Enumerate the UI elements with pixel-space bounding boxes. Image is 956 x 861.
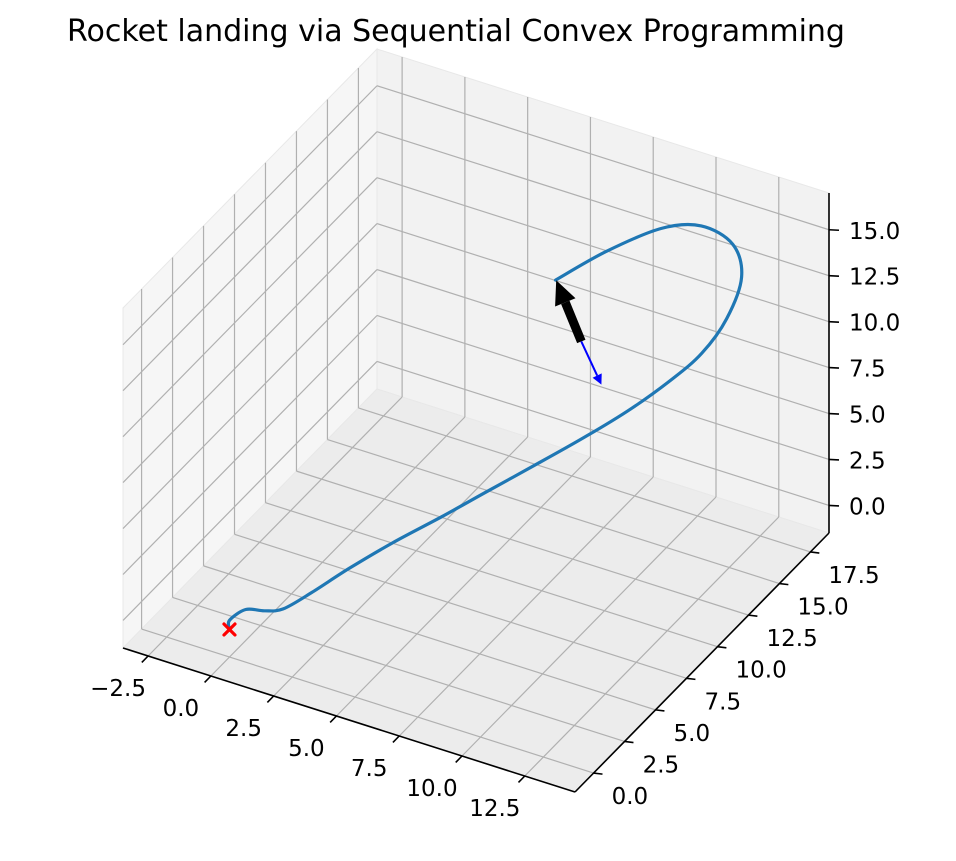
z-tick-label: 5.0 — [849, 403, 886, 429]
grid-line-z — [122, 315, 378, 575]
y-tick-mark — [655, 709, 665, 712]
y-tick-mark — [717, 645, 727, 649]
x-axis-line — [122, 647, 576, 793]
y-tick-mark — [810, 551, 820, 554]
y-axis-line — [574, 532, 830, 793]
grid-line-z — [122, 223, 378, 484]
grid-line-z — [376, 85, 830, 231]
grid-line-z — [376, 131, 830, 277]
z-tick-mark — [828, 366, 840, 369]
grid-line-y — [296, 470, 749, 616]
grid-line-x — [147, 396, 403, 657]
x-tick-mark — [266, 695, 275, 704]
grid-line-x — [273, 436, 529, 697]
grid-line-y — [203, 565, 656, 711]
x-tick-mark — [329, 715, 338, 724]
attitude-arrow-shaft — [580, 341, 599, 376]
grid-line-z — [122, 361, 378, 621]
y-tick-label: 15.0 — [797, 595, 848, 621]
grid-line-y — [327, 438, 780, 585]
z-tick-label: 12.5 — [849, 265, 900, 291]
x-tick-mark — [455, 755, 463, 764]
grid-line-z — [122, 177, 378, 438]
grid-line-y — [141, 628, 594, 774]
trajectory-line — [226, 222, 744, 632]
z-tick-mark — [828, 458, 840, 461]
x-tick-label: 12.5 — [469, 796, 520, 822]
grid-line-z — [376, 223, 830, 369]
grid-line-z — [376, 268, 830, 415]
z-tick-mark — [828, 504, 840, 507]
trajectory-series — [226, 222, 744, 632]
z-tick-label: 15.0 — [849, 219, 900, 245]
x-tick-label: −2.5 — [90, 676, 146, 702]
x-tick-mark — [204, 675, 212, 684]
y-tick-label: 0.0 — [612, 784, 649, 810]
y-tick-label: 7.5 — [705, 689, 742, 715]
vector-annotations — [222, 280, 602, 637]
z-tick-label: 10.0 — [849, 311, 900, 337]
thrust-arrow-head — [555, 280, 576, 307]
grid-line-z — [122, 85, 378, 346]
grid-line-y — [172, 596, 625, 743]
grid-line-y — [265, 502, 718, 648]
x-tick-mark — [392, 735, 400, 744]
y-tick-label: 12.5 — [767, 626, 818, 652]
landing-marker-stroke — [222, 622, 237, 637]
y-tick-label: 5.0 — [674, 721, 711, 747]
chart-title: Rocket landing via Sequential Convex Pro… — [67, 14, 845, 49]
landing-marker — [222, 622, 237, 637]
attitude-arrow — [580, 341, 602, 385]
grid-line-z — [122, 269, 378, 529]
x-tick-mark — [517, 775, 526, 784]
z-tick-mark — [828, 320, 840, 323]
y-tick-mark — [624, 740, 634, 744]
z-tick-mark — [828, 228, 840, 232]
thrust-arrow — [555, 280, 586, 344]
x-tick-mark — [141, 655, 149, 664]
z-tick-mark — [828, 412, 840, 415]
y-tick-label: 17.5 — [828, 563, 879, 589]
z-tick-label: 0.0 — [849, 494, 886, 520]
x-tick-label: 5.0 — [288, 736, 325, 762]
thrust-arrow-shaft — [561, 300, 586, 344]
grid-line-x — [524, 516, 780, 777]
z-tick-mark — [828, 274, 840, 278]
grid-line-z — [376, 360, 830, 507]
y-tick-mark — [748, 614, 758, 617]
attitude-arrow-head — [592, 373, 602, 385]
x-tick-label: 10.0 — [406, 776, 457, 802]
grid-line-x — [398, 476, 654, 737]
grid-line-y — [358, 407, 811, 553]
grid-lines — [122, 57, 830, 777]
grid-line-z — [376, 314, 830, 461]
grid-line-z — [122, 131, 378, 392]
x-tick-label: 0.0 — [163, 696, 200, 722]
grid-line-x — [461, 496, 717, 757]
grid-line-x — [210, 416, 466, 677]
grid-line-x — [336, 456, 591, 717]
y-tick-mark — [593, 772, 603, 775]
axis-lines — [122, 193, 840, 793]
z-tick-label: 7.5 — [849, 357, 886, 383]
x-tick-label: 7.5 — [351, 756, 388, 782]
y-tick-mark — [686, 677, 696, 681]
x-tick-label: 2.5 — [225, 716, 262, 742]
y-tick-label: 10.0 — [736, 658, 787, 684]
y-tick-label: 2.5 — [643, 753, 680, 779]
grid-line-z — [376, 177, 830, 323]
grid-line-y — [234, 533, 687, 679]
y-tick-mark — [779, 582, 789, 586]
z-tick-label: 2.5 — [849, 449, 886, 475]
tick-labels: −2.5 0.0 2.5 5.0 7.5 10.0 12.5 0.0 2.5 5.0 7.5 10.0… — [90, 219, 900, 822]
